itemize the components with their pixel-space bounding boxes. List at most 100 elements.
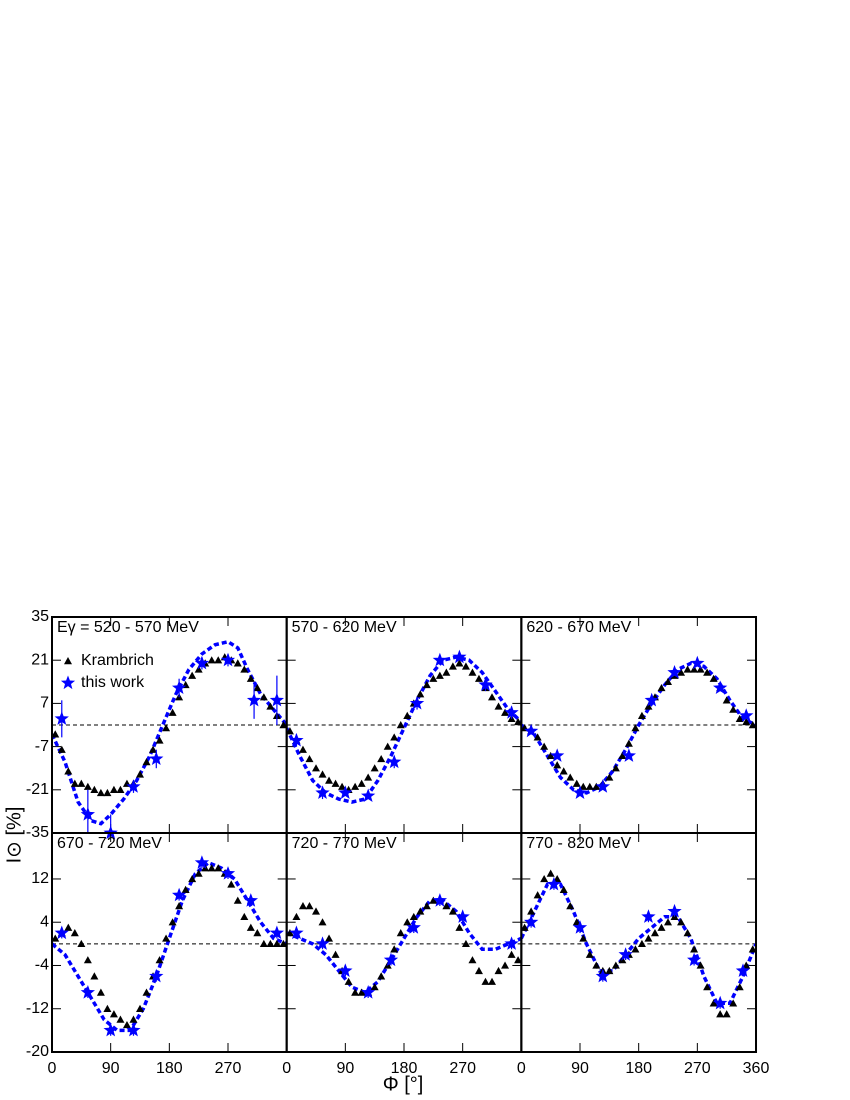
triangle-marker	[579, 782, 588, 790]
triangle-marker	[351, 782, 360, 790]
triangle-marker	[64, 767, 73, 775]
triangle-marker	[181, 885, 190, 893]
star-marker	[550, 748, 565, 762]
star-marker	[572, 920, 588, 934]
star-marker	[504, 705, 519, 719]
triangle-marker	[246, 674, 255, 682]
triangle-marker	[657, 923, 666, 931]
triangle-marker	[357, 779, 366, 787]
triangle-marker	[383, 742, 392, 750]
triangle-marker	[455, 659, 464, 667]
triangle-marker	[325, 776, 334, 784]
y-tick-label: -20	[26, 1043, 49, 1060]
y-tick-label: 35	[31, 608, 49, 625]
y-tick-label: -4	[35, 957, 49, 974]
triangle-marker	[585, 782, 594, 790]
triangle-marker	[168, 708, 177, 716]
triangle-marker	[331, 950, 340, 958]
triangle-marker	[403, 711, 412, 719]
triangle-marker	[83, 956, 92, 964]
star-marker	[667, 903, 682, 918]
star-marker	[455, 909, 470, 923]
triangle-marker	[390, 733, 399, 741]
triangle-marker	[142, 988, 151, 996]
triangle-marker	[103, 1004, 112, 1012]
triangle-marker	[83, 782, 92, 790]
star-marker	[80, 807, 95, 821]
triangle-marker	[377, 972, 386, 980]
triangle-marker	[572, 779, 581, 787]
triangle-marker	[709, 999, 718, 1007]
y-tick-label: -35	[26, 824, 49, 841]
triangle-marker	[722, 1010, 731, 1018]
triangle-marker	[677, 918, 686, 926]
triangle-marker	[90, 972, 99, 980]
triangle-marker	[748, 945, 757, 953]
star-marker	[595, 968, 610, 983]
x-axis-label: Φ [°]	[383, 1073, 424, 1095]
star-marker	[432, 652, 447, 667]
star-marker	[54, 711, 69, 725]
star-marker	[289, 732, 304, 747]
star-marker	[243, 893, 258, 907]
star-marker	[478, 677, 493, 691]
star-marker	[220, 866, 236, 880]
triangle-marker	[481, 977, 490, 985]
star-marker	[667, 665, 682, 679]
triangle-marker	[514, 717, 523, 726]
x-tick-label: 90	[571, 1060, 589, 1077]
triangle-marker	[690, 665, 699, 673]
triangle-marker	[116, 785, 125, 793]
triangle-marker	[448, 907, 457, 915]
x-tick-label: 180	[391, 1060, 418, 1077]
panel-frame	[520, 832, 758, 1053]
star-marker	[572, 785, 588, 799]
triangle-marker	[149, 745, 158, 753]
star-marker	[220, 652, 236, 667]
star-marker	[524, 723, 539, 738]
star-marker	[524, 914, 539, 929]
triangle-marker	[109, 785, 118, 793]
y-tick-label: 12	[31, 870, 49, 887]
triangle-marker	[142, 758, 151, 766]
y-tick-label: -7	[35, 738, 49, 755]
triangle-marker	[422, 902, 431, 910]
triangle-marker	[162, 934, 171, 942]
triangle-marker	[279, 721, 288, 729]
triangle-marker	[312, 764, 321, 772]
triangle-marker	[455, 923, 464, 931]
triangle-marker	[494, 702, 503, 710]
triangle-marker	[422, 680, 431, 689]
triangle-marker	[657, 683, 666, 692]
triangle-marker	[461, 662, 470, 670]
panel-label: 570 - 620 MeV	[292, 619, 397, 636]
triangle-marker	[474, 966, 483, 975]
star-marker	[194, 855, 210, 869]
triangle-marker	[605, 773, 614, 781]
triangle-marker	[416, 907, 425, 915]
triangle-marker	[207, 656, 216, 664]
triangle-marker	[344, 977, 353, 985]
triangle-marker	[533, 891, 542, 899]
triangle-marker	[168, 918, 177, 926]
triangle-marker	[194, 665, 203, 673]
star-marker	[269, 925, 284, 940]
x-tick-label: 0	[48, 1060, 57, 1077]
triangle-marker	[292, 912, 301, 921]
triangle-marker	[735, 983, 744, 991]
triangle-marker	[396, 929, 405, 937]
x-tick-label: 90	[102, 1060, 120, 1077]
x-tick-label: 180	[156, 1060, 183, 1077]
x-tick-label: 360	[743, 1060, 770, 1077]
triangle-marker	[494, 966, 503, 975]
star-marker	[149, 751, 164, 765]
star-marker	[194, 655, 210, 670]
triangle-marker	[136, 770, 145, 778]
triangle-marker	[129, 1015, 138, 1023]
star-marker	[739, 708, 754, 722]
star-marker	[621, 748, 636, 762]
star-marker	[452, 649, 467, 664]
triangle-marker	[644, 702, 653, 710]
panel-label: 670 - 720 MeV	[57, 835, 162, 852]
